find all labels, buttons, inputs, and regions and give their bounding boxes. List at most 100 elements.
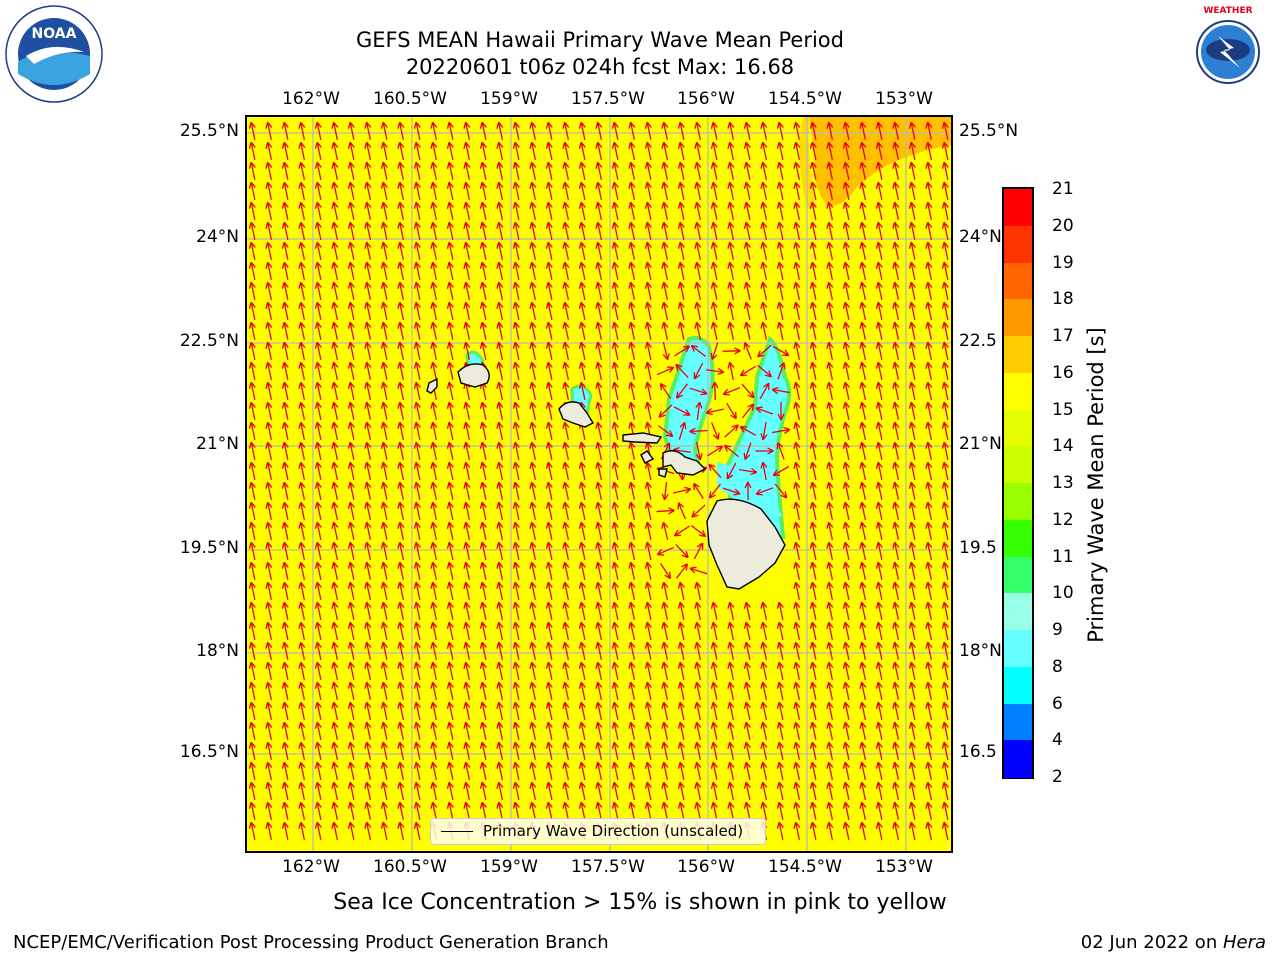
lon-tick-top: 154.5°W: [768, 89, 842, 109]
wave-arrow: [842, 381, 850, 400]
wave-arrow: [644, 141, 652, 160]
wave-arrow: [722, 487, 741, 496]
wave-arrow: [496, 241, 504, 260]
wave-arrow: [941, 301, 949, 320]
wave-arrow: [859, 401, 867, 420]
wave-arrow: [595, 141, 603, 160]
wave-arrow: [892, 641, 900, 660]
wave-arrow: [875, 561, 883, 580]
wave-arrow: [479, 761, 487, 780]
wave-arrow: [364, 461, 372, 480]
wave-arrow: [479, 501, 487, 520]
wave-arrow: [611, 721, 619, 740]
wave-arrow: [281, 681, 289, 700]
wave-arrow: [298, 321, 306, 340]
wave-arrow: [826, 481, 834, 500]
wave-arrow: [314, 261, 322, 280]
wave-arrow: [793, 641, 801, 660]
wave-arrow: [562, 721, 570, 740]
wave-arrow: [463, 241, 471, 260]
wave-arrow: [611, 521, 619, 540]
wave-arrow: [281, 301, 289, 320]
map-canvas: [247, 117, 951, 851]
wave-arrow: [628, 761, 636, 780]
wave-arrow: [364, 661, 372, 680]
wave-arrow: [677, 281, 685, 300]
wave-arrow: [710, 741, 718, 760]
wave-arrow: [628, 461, 636, 480]
wave-arrow: [496, 321, 504, 340]
wave-arrow: [842, 701, 850, 720]
wave-arrow: [842, 741, 850, 760]
colorbar-cell: [1004, 372, 1032, 410]
wave-arrow: [397, 221, 405, 240]
wave-arrow: [859, 481, 867, 500]
wave-arrow: [859, 741, 867, 760]
wave-arrow: [298, 161, 306, 180]
wave-arrow: [578, 301, 586, 320]
wave-arrow: [331, 661, 339, 680]
wave-arrow: [743, 661, 751, 680]
wave-arrow: [512, 381, 520, 400]
wave-arrow: [677, 641, 685, 660]
wave-arrow: [677, 261, 685, 280]
wave-arrow: [628, 301, 636, 320]
wave-arrow: [908, 441, 916, 460]
wave-arrow: [397, 481, 405, 500]
wave-arrow: [941, 441, 949, 460]
wave-arrow: [925, 801, 933, 820]
wave-arrow: [331, 321, 339, 340]
wave-arrow: [331, 341, 339, 360]
wave-arrow: [562, 421, 570, 440]
wave-arrow: [562, 581, 570, 600]
wave-arrow: [529, 181, 537, 200]
wave-arrow: [941, 701, 949, 720]
wave-arrow: [248, 521, 256, 540]
wave-arrow: [925, 821, 933, 840]
wave-arrow: [529, 321, 537, 340]
wave-arrow: [347, 341, 355, 360]
wave-arrow: [265, 661, 273, 680]
wave-arrow: [265, 761, 273, 780]
wave-arrow: [628, 521, 636, 540]
wave-arrow: [859, 721, 867, 740]
map-legend: Primary Wave Direction (unscaled): [430, 818, 766, 845]
wave-arrow: [777, 402, 785, 421]
wave-arrow: [380, 241, 388, 260]
wave-arrow: [723, 444, 739, 458]
wave-arrow: [298, 701, 306, 720]
wave-arrow: [826, 161, 834, 180]
wave-arrow: [298, 521, 306, 540]
wave-arrow: [380, 621, 388, 640]
wave-arrow: [265, 241, 273, 260]
wave-arrow: [281, 741, 289, 760]
wave-arrow: [562, 301, 570, 320]
wave-arrow: [710, 661, 718, 680]
wave-arrow: [925, 541, 933, 560]
wave-arrow: [656, 507, 675, 515]
wave-arrow: [776, 141, 784, 160]
wave-arrow: [875, 821, 883, 840]
wave-arrow: [331, 421, 339, 440]
lon-tick-top: 156°W: [677, 89, 735, 109]
wave-arrow: [760, 161, 768, 180]
wave-arrow: [578, 701, 586, 720]
wave-arrow: [661, 801, 669, 820]
wave-arrow: [760, 221, 768, 240]
wave-arrow: [677, 761, 685, 780]
wave-arrow: [809, 481, 817, 500]
wave-arrow: [331, 621, 339, 640]
wave-arrow: [760, 781, 768, 800]
wave-arrow: [743, 261, 751, 280]
wave-arrow: [364, 761, 372, 780]
wave-arrow: [644, 161, 652, 180]
wave-arrow: [314, 761, 322, 780]
wave-arrow: [397, 821, 405, 840]
wave-arrow: [661, 221, 669, 240]
wave-arrow: [793, 261, 801, 280]
wave-arrow: [908, 481, 916, 500]
wave-arrow: [776, 321, 784, 340]
wave-arrow: [809, 641, 817, 660]
wave-arrow: [562, 281, 570, 300]
wave-arrow: [446, 721, 454, 740]
